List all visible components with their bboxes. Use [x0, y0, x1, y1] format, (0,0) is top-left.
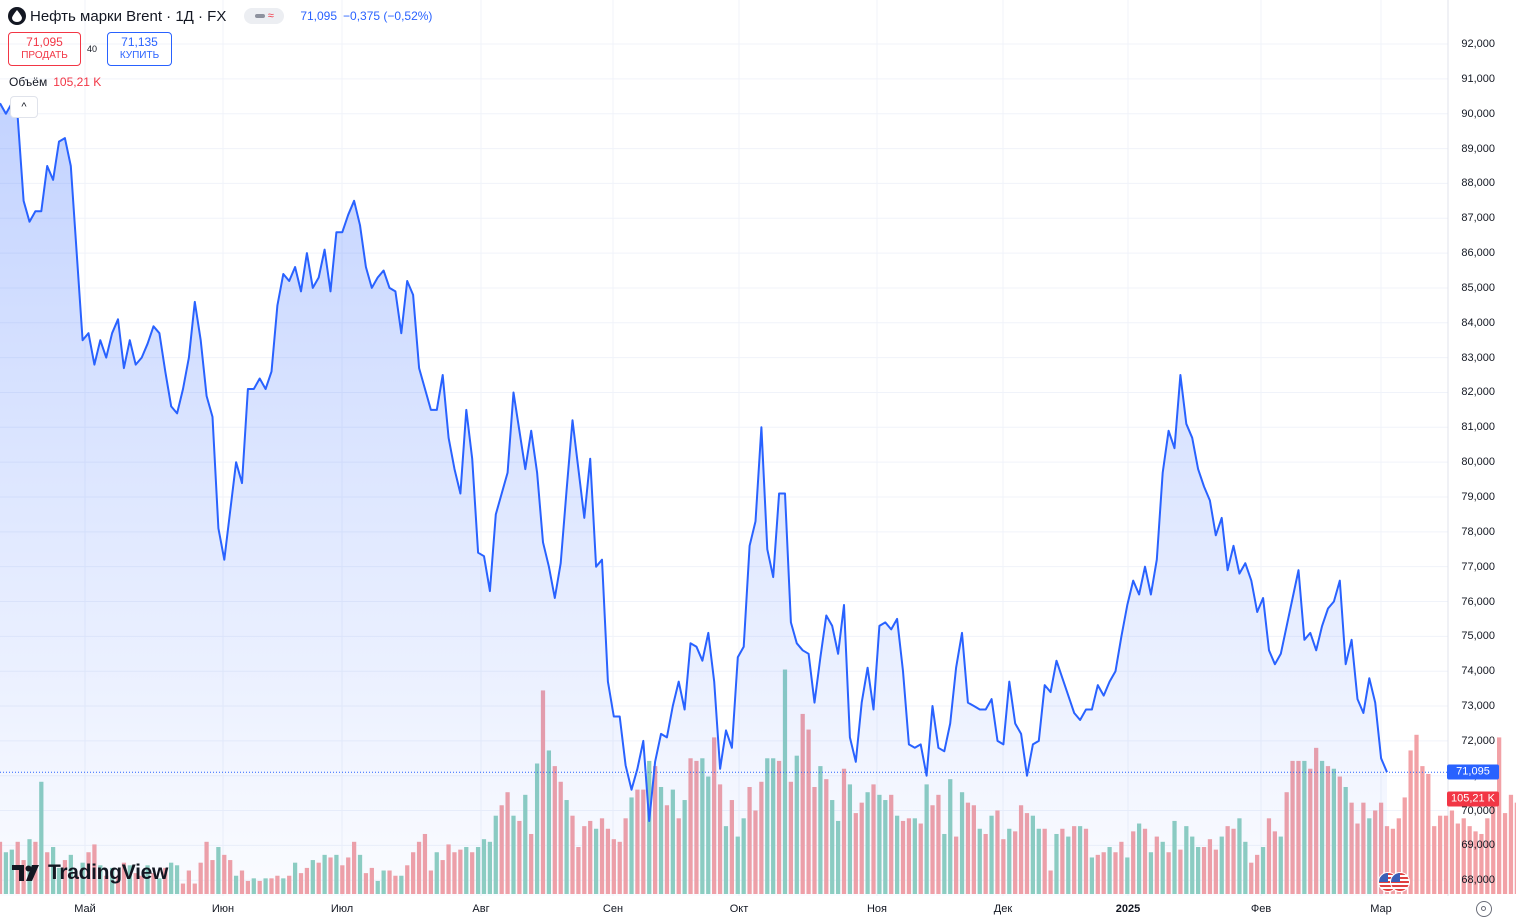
x-tick-label: Май — [74, 903, 96, 915]
y-tick-label: 82,000 — [1461, 386, 1495, 399]
sell-button[interactable]: 71,095 ПРОДАТЬ — [8, 32, 81, 66]
volume-bar — [1390, 828, 1396, 894]
last-price-tag: 71,095 — [1447, 764, 1499, 780]
volume-bar — [1455, 823, 1460, 894]
sell-label: ПРОДАТЬ — [21, 50, 68, 61]
volume-bar — [1449, 810, 1455, 894]
volume-bar — [1396, 818, 1401, 894]
volume-legend[interactable]: Объём 105,21 K — [9, 75, 101, 89]
y-tick-label: 83,000 — [1461, 351, 1495, 364]
y-tick-label: 90,000 — [1461, 107, 1495, 120]
price-change: −0,375 (−0,52%) — [343, 9, 433, 23]
price-line — [0, 102, 1388, 822]
volume-bar — [1426, 773, 1431, 894]
brand-name: TradingView — [48, 861, 169, 884]
x-tick-label: Фев — [1250, 903, 1272, 915]
volume-bar — [1502, 813, 1508, 894]
volume-bar — [1497, 737, 1502, 894]
x-tick-label: Окт — [729, 903, 749, 915]
last-price: 71,095 — [300, 9, 338, 23]
spread-value: 40 — [87, 44, 98, 54]
y-tick-label: 73,000 — [1461, 700, 1495, 713]
sell-price: 71,095 — [26, 35, 63, 49]
market-status-toggle[interactable]: ≈ — [244, 8, 285, 24]
y-tick-label: 70,000 — [1461, 804, 1495, 817]
buy-label: КУПИТЬ — [119, 50, 160, 61]
x-tick-label: Июн — [211, 903, 235, 915]
y-tick-label: 88,000 — [1461, 177, 1495, 190]
y-tick-label: 86,000 — [1461, 247, 1495, 260]
collapse-legend-button[interactable]: ^ — [10, 96, 38, 118]
y-tick-label: 91,000 — [1461, 72, 1495, 85]
approx-icon: ≈ — [267, 10, 274, 22]
y-tick-label: 84,000 — [1461, 316, 1495, 329]
volume-bar — [1514, 802, 1516, 894]
y-tick-label: 81,000 — [1461, 421, 1495, 434]
volume-bar — [1414, 734, 1419, 894]
oil-drop-icon — [8, 7, 26, 25]
y-tick-label: 72,000 — [1461, 734, 1495, 747]
volume-label: Объём — [9, 75, 48, 89]
volume-price-tag: 105,21 K — [1447, 791, 1499, 807]
price-area — [0, 103, 1387, 897]
volume-bar — [1491, 800, 1496, 894]
buy-button[interactable]: 71,135 КУПИТЬ — [107, 32, 172, 66]
volume-bar — [1420, 766, 1425, 894]
symbol-header[interactable]: Нефть марки Brent · 1Д · FX ≈ 71,095 −0,… — [8, 5, 432, 27]
volume-bar — [1432, 826, 1437, 894]
y-tick-label: 77,000 — [1461, 560, 1495, 573]
y-tick-label: 87,000 — [1461, 212, 1495, 225]
tradingview-logo-icon — [12, 865, 39, 881]
volume-bar — [1485, 818, 1490, 894]
collapse-chevron-icon: ^ — [21, 101, 27, 113]
us-flag-icon — [1390, 872, 1410, 892]
volume-bar — [1437, 815, 1443, 894]
x-tick-label: Ноя — [866, 903, 888, 915]
volume-bar — [1473, 831, 1478, 894]
symbol-title: Нефть марки Brent · 1Д · FX — [30, 7, 227, 25]
y-tick-label: 80,000 — [1461, 456, 1495, 469]
y-tick-label: 74,000 — [1461, 665, 1495, 678]
settings-gear-icon[interactable] — [1476, 901, 1492, 917]
volume-bar — [1467, 826, 1472, 894]
events-flags[interactable] — [1378, 872, 1414, 892]
buy-price: 71,135 — [121, 35, 158, 49]
volume-bar — [1402, 797, 1407, 894]
y-tick-label: 89,000 — [1461, 142, 1495, 155]
tradingview-brand[interactable]: TradingView — [12, 861, 168, 885]
y-tick-label: 79,000 — [1461, 490, 1495, 503]
x-tick-label: Июл — [330, 903, 354, 915]
y-tick-label: 85,000 — [1461, 281, 1495, 294]
x-tick-label: Мар — [1370, 903, 1392, 915]
volume-bar — [1508, 794, 1514, 894]
x-tick-label: Сен — [602, 903, 624, 915]
line-style-icon — [254, 14, 265, 18]
volume-bar — [1443, 815, 1449, 894]
y-tick-label: 76,000 — [1461, 595, 1495, 608]
y-tick-label: 68,000 — [1461, 874, 1495, 887]
x-tick-label: Дек — [993, 903, 1013, 915]
y-tick-label: 69,000 — [1461, 839, 1495, 852]
volume-bar — [1408, 750, 1413, 894]
x-tick-label: 2025 — [1115, 903, 1141, 915]
y-tick-label: 92,000 — [1461, 38, 1495, 51]
volume-bar — [1461, 818, 1466, 894]
volume-bar — [1479, 833, 1484, 894]
volume-value: 105,21 K — [53, 75, 102, 89]
y-tick-label: 78,000 — [1461, 525, 1495, 538]
y-tick-label: 75,000 — [1461, 630, 1495, 643]
x-tick-label: Авг — [472, 903, 490, 915]
